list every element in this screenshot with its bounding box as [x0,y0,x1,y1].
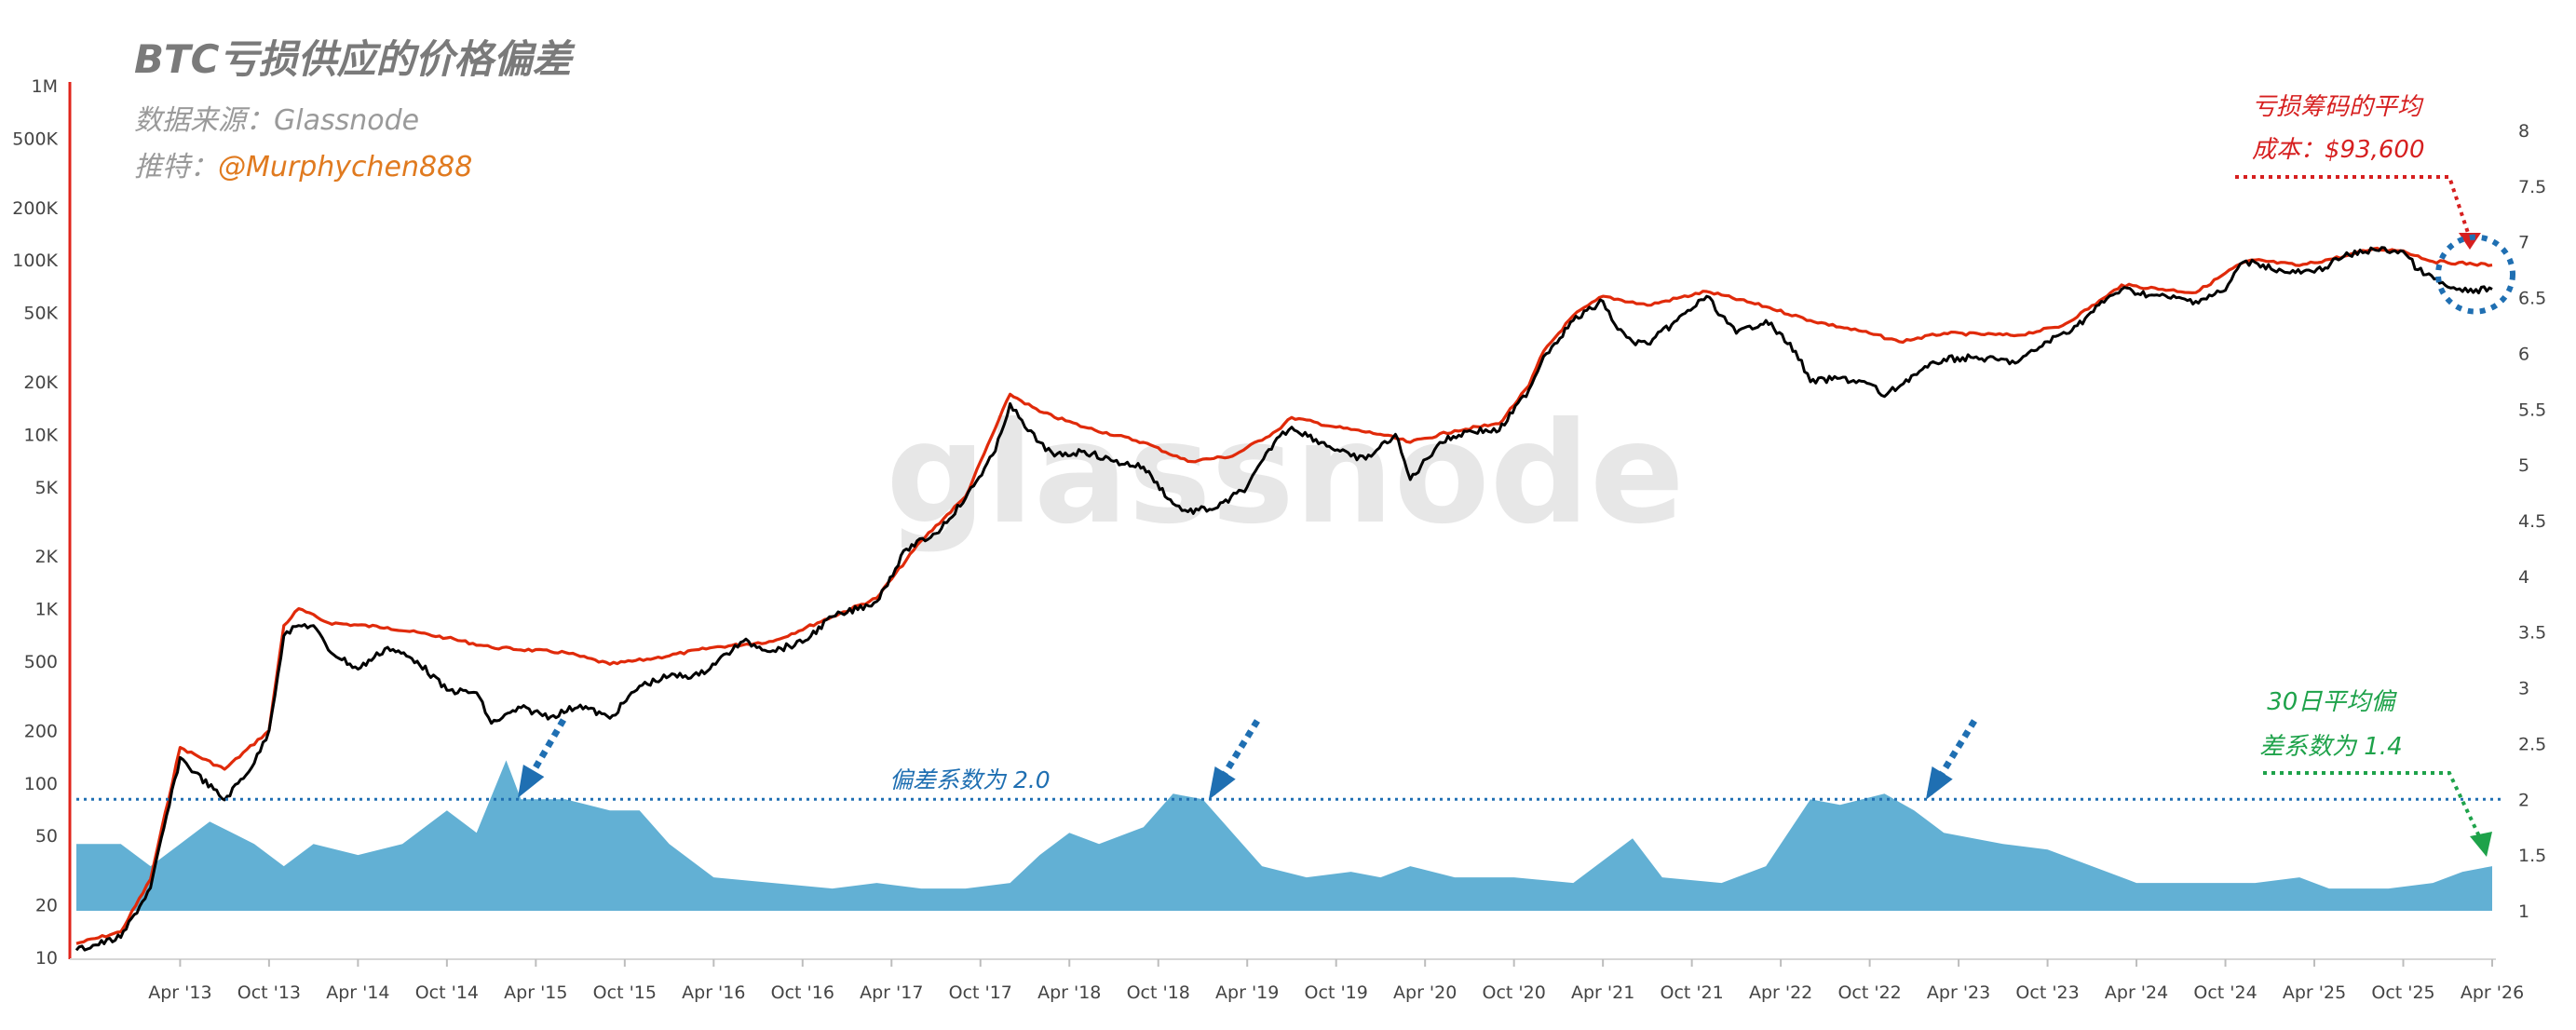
green-callout-head [2470,832,2492,857]
threshold-label: 偏差系数为 2.0 [889,766,1051,793]
x-tick-label: Apr '25 [2283,983,2346,1003]
twitter-handle[interactable]: @Murphychen888 [218,151,473,183]
x-tick-label: Apr '18 [1037,983,1101,1003]
x-tick-label: Apr '16 [682,983,745,1003]
y-right-tick-label: 2 [2518,790,2529,810]
x-tick-label: Apr '24 [2105,983,2168,1003]
x-tick-label: Apr '26 [2461,983,2524,1003]
x-tick-label: Apr '17 [860,983,923,1003]
y-left-tick-label: 20 [35,896,58,916]
x-tick-label: Oct '18 [1127,983,1190,1003]
y-left-tick-label: 500 [24,652,58,672]
y-right-tick-label: 8 [2518,121,2529,142]
y-right-tick-label: 1.5 [2518,846,2546,866]
y-right-tick-label: 2.5 [2518,734,2546,754]
x-tick-label: Oct '23 [2015,983,2079,1003]
x-tick-label: Oct '13 [237,983,301,1003]
y-left-tick-label: 200K [12,198,58,219]
blue-arrow-2019 [1208,719,1260,800]
x-tick-label: Apr '22 [1749,983,1812,1003]
x-tick-label: Oct '21 [1660,983,1723,1003]
green-callout-line [2263,771,2482,839]
x-tick-label: Apr '20 [1393,983,1457,1003]
y-right-tick-label: 6 [2518,344,2529,364]
y-left-tick-label: 10K [23,425,58,445]
blue-arrow-2022 [1925,719,1977,800]
arrow-shaft [518,718,567,793]
y-left-tick-label: 20K [23,373,58,393]
x-tick-label: Apr '14 [326,983,389,1003]
avg-dev-line1: 30日平均偏 [2267,688,2395,716]
avg-deviation-annotation: 30日平均偏 差系数为 1.4 [2259,680,2403,769]
watermark: glassnode [886,393,1685,555]
x-tick-label: Apr '13 [148,983,211,1003]
loss-cost-line2: 成本：$93,600 [2252,136,2425,164]
x-tick-label: Apr '19 [1215,983,1279,1003]
x-tick-label: Oct '15 [593,983,657,1003]
blue-arrow-2015 [517,718,567,798]
source-line: 数据来源：Glassnode [134,97,419,138]
y-right-tick-label: 3 [2518,679,2529,699]
axes-layer: 1M 500K 200K 100K 50K 20K 10K 5K 2K 1K 500 200 100 50… [12,76,2546,1003]
x-tick-label: Apr '15 [504,983,567,1003]
y-right-tick-label: 7 [2518,233,2529,253]
price-lines-layer [75,246,2493,952]
arrow-head [1208,766,1236,800]
y-right-tick-label: 1 [2518,901,2529,922]
y-left-tick-label: 1K [34,600,58,620]
y-left-tick-label: 100 [24,774,58,794]
y-left-tick-label: 50K [23,304,58,324]
y-right-tick-label: 3.5 [2518,623,2546,644]
deviation-area-layer [76,760,2492,911]
loss-cost-line1: 亏损筹码的平均 [2252,93,2422,121]
y-right-tick-label: 7.5 [2518,177,2546,197]
x-tick-label: Oct '22 [1837,983,1901,1003]
loss-cost-annotation: 亏损筹码的平均 成本：$93,600 [2252,86,2425,171]
price-line [75,246,2493,952]
arrow-shaft [1927,719,1977,795]
y-left-tick-label: 2K [34,547,58,567]
y-right-tick-label: 5.5 [2518,400,2546,420]
x-tick-label: Apr '21 [1571,983,1634,1003]
y-right-tick-label: 4.5 [2518,511,2546,532]
twitter-line: 推特：@Murphychen888 [134,143,472,184]
x-tick-label: Oct '19 [1305,983,1368,1003]
y-left-tick-label: 100K [12,251,58,271]
arrow-head [517,764,545,798]
y-right-tick-label: 6.5 [2518,289,2546,309]
y-left-tick-label: 5K [34,478,58,498]
arrow-shaft [1210,719,1260,795]
x-tick-label: Oct '25 [2371,983,2434,1003]
chart-title: BTC亏损供应的价格偏差 [134,36,572,82]
source-name: Glassnode [274,104,420,137]
y-left-tick-label: 500K [12,129,58,149]
deviation-area [76,760,2492,911]
focus-circle [2435,234,2515,315]
y-right-tick-label: 5 [2518,455,2529,476]
x-tick-label: Oct '17 [949,983,1012,1003]
avg-dev-line2: 差系数为 1.4 [2259,733,2403,761]
x-tick-label: Oct '20 [1483,983,1546,1003]
y-right-tick-label: 4 [2518,567,2529,588]
red-callout-line [2235,175,2472,239]
callout-layer [517,175,2515,857]
twitter-prefix: 推特： [134,151,218,183]
loss-cost-line [75,246,2493,945]
arrow-head [1925,766,1953,800]
red-callout-head [2459,233,2481,250]
y-left-tick-label: 50 [35,826,58,847]
x-tick-label: Oct '16 [771,983,834,1003]
y-left-tick-label: 1M [32,76,58,97]
source-prefix: 数据来源： [134,104,274,137]
x-tick-label: Oct '14 [415,983,479,1003]
x-tick-label: Apr '23 [1927,983,1990,1003]
y-left-tick-label: 10 [35,948,58,969]
x-tick-label: Oct '24 [2193,983,2257,1003]
y-left-tick-label: 200 [24,721,58,741]
